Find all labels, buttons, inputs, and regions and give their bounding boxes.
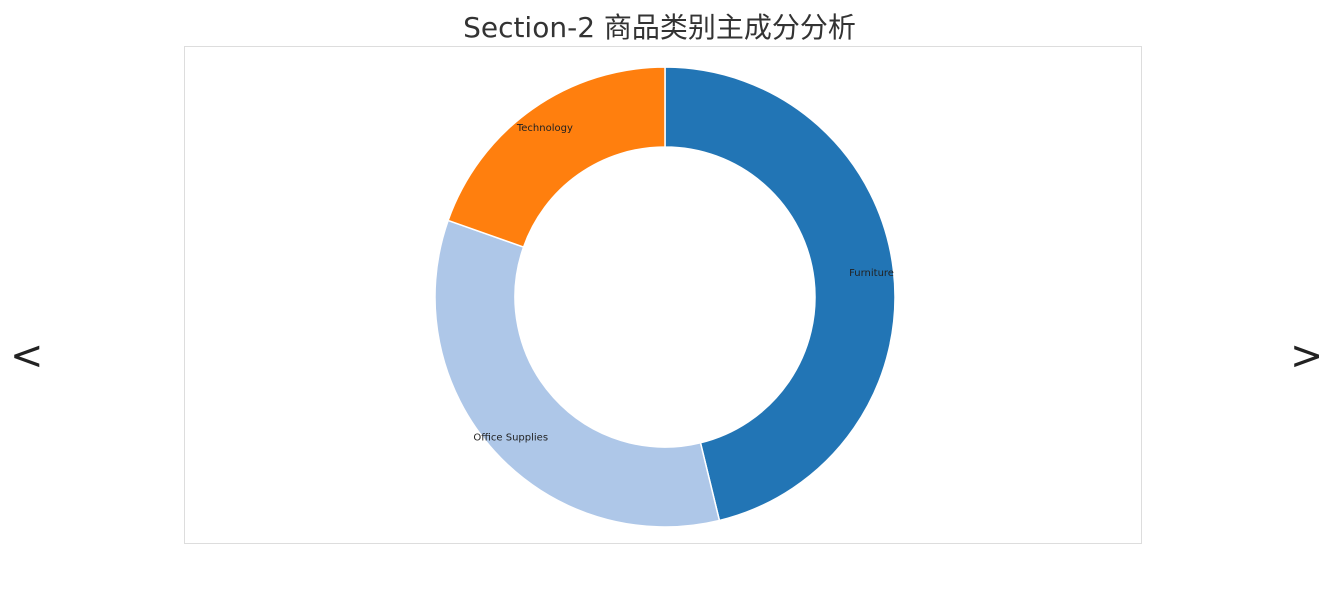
slice-label-furniture: Furniture bbox=[849, 268, 894, 279]
slice-label-office-supplies: Office Supplies bbox=[473, 433, 548, 444]
donut-chart: Furniture Office Supplies Technology bbox=[434, 66, 896, 528]
page-title: Section-2 商品类别主成分分析 bbox=[463, 11, 856, 44]
donut-slice-furniture[interactable] bbox=[664, 66, 896, 522]
chart-container: Furniture Office Supplies Technology bbox=[184, 46, 1142, 544]
donut-slice-office-supplies[interactable] bbox=[434, 219, 721, 528]
donut-slice-technology[interactable] bbox=[447, 66, 666, 249]
slice-label-technology: Technology bbox=[516, 123, 573, 134]
next-arrow-button[interactable]: > bbox=[1290, 333, 1319, 379]
prev-arrow-button[interactable]: < bbox=[10, 333, 44, 379]
